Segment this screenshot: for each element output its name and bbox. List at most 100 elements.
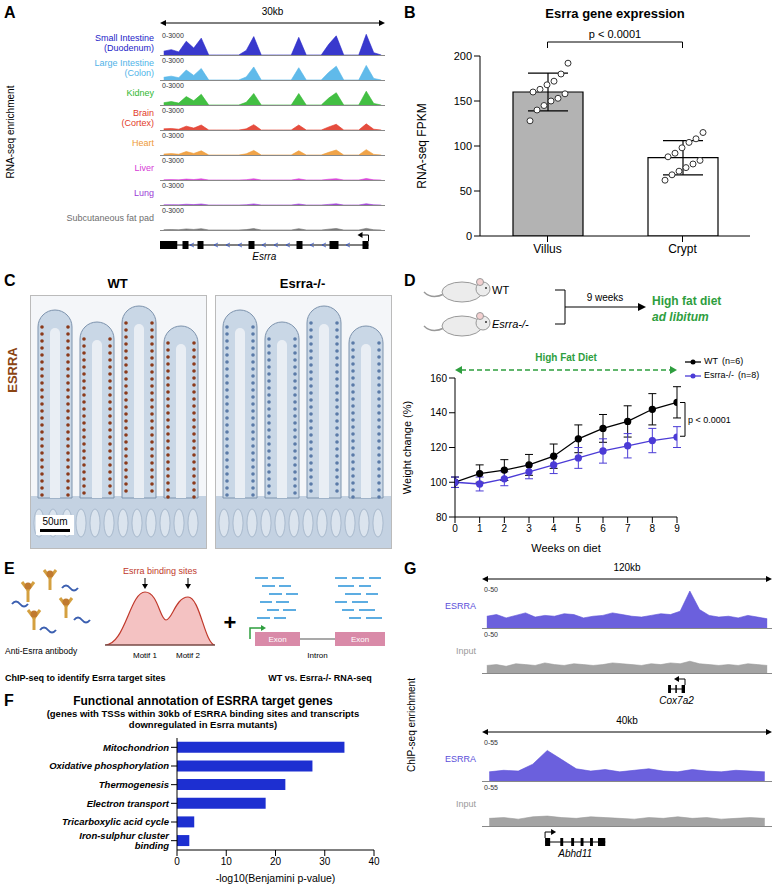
- svg-text:160: 160: [430, 373, 447, 384]
- html-text:0-3000: 0-3000: [162, 82, 184, 89]
- svg-text:Weight change (%): Weight change (%): [401, 401, 413, 494]
- html-text:Esrra-/-: Esrra-/-: [279, 276, 326, 291]
- svg-text:50: 50: [460, 185, 472, 197]
- svg-text:ChIP-seq enrichment: ChIP-seq enrichment: [406, 678, 417, 772]
- html-text:ESRRA: ESRRA: [445, 754, 476, 764]
- svg-text:Esrra binding sites: Esrra binding sites: [123, 566, 198, 576]
- html-text:Large Intestine: Large Intestine: [94, 57, 154, 68]
- svg-text:Exon: Exon: [268, 635, 286, 644]
- svg-text:0: 0: [466, 230, 472, 242]
- html-text:Input: Input: [456, 799, 476, 809]
- svg-text:100: 100: [454, 140, 472, 152]
- svg-text:6: 6: [600, 523, 606, 534]
- svg-text:9: 9: [674, 523, 680, 534]
- html-text:0-3000: 0-3000: [162, 57, 184, 64]
- svg-text:2: 2: [502, 523, 508, 534]
- html-text:0-3000: 0-3000: [162, 107, 184, 114]
- html-text:(genes with TSSs within 30kb o: (genes with TSSs within 30kb of ESRRA bi…: [46, 708, 360, 730]
- svg-text:9 weeks: 9 weeks: [587, 292, 624, 303]
- html-text:Functional annotation of ESRRA: Functional annotation of ESRRA target ge…: [73, 694, 333, 708]
- html-text:Input: Input: [456, 646, 476, 656]
- html-text:Heart: Heart: [132, 137, 154, 148]
- svg-text:4: 4: [551, 523, 557, 534]
- html-text:Abhd11: Abhd11: [558, 848, 592, 859]
- html-text:(n=8): (n=8): [738, 370, 760, 380]
- svg-text:Intron: Intron: [307, 651, 327, 660]
- html-text:Esrra gene expression: Esrra gene expression: [545, 6, 685, 21]
- html-text:0-3000: 0-3000: [162, 32, 184, 39]
- svg-text:Electron transport: Electron transport: [87, 798, 170, 809]
- html-text:E: E: [4, 560, 15, 577]
- svg-text:+: +: [224, 610, 237, 635]
- html-text:Esrra: Esrra: [252, 251, 277, 262]
- svg-text:Villus: Villus: [533, 242, 561, 256]
- svg-text:WT vs. Esrra-/- RNA-seq: WT vs. Esrra-/- RNA-seq: [268, 673, 372, 683]
- svg-text:120: 120: [430, 442, 447, 453]
- svg-text:ad libitum: ad libitum: [652, 310, 709, 324]
- html-text:Small Intestine: Small Intestine: [95, 32, 154, 43]
- html-text:Esrra-/-: Esrra-/-: [704, 370, 734, 380]
- svg-text:ChIP-seq to identify Esrra tar: ChIP-seq to identify Esrra target sites: [5, 673, 166, 683]
- svg-text:7: 7: [625, 523, 631, 534]
- html-text:WT: WT: [107, 276, 128, 291]
- html-text:ESRRA: ESRRA: [445, 601, 476, 611]
- svg-text:3: 3: [526, 523, 532, 534]
- svg-text:RNA-seq enrichment: RNA-seq enrichment: [5, 85, 16, 178]
- html-text:Lung: Lung: [134, 187, 154, 198]
- svg-text:High fat diet: High fat diet: [652, 294, 721, 308]
- html-text:Cox7a2: Cox7a2: [659, 695, 694, 706]
- html-text:40kb: 40kb: [616, 715, 638, 726]
- svg-text:150: 150: [454, 95, 472, 107]
- html-text:p < 0.0001: p < 0.0001: [588, 28, 642, 40]
- html-text:Kidney: Kidney: [126, 87, 154, 98]
- html-text:G: G: [404, 560, 417, 577]
- html-text:(Colon): (Colon): [124, 67, 154, 78]
- html-text:WT: WT: [704, 356, 718, 366]
- svg-text:30: 30: [319, 856, 331, 867]
- html-text:B: B: [404, 4, 416, 21]
- svg-text:140: 140: [430, 407, 447, 418]
- svg-text:ESRRA: ESRRA: [5, 347, 20, 393]
- svg-text:Iron-sulphur clusterbinding: Iron-sulphur clusterbinding: [79, 830, 170, 851]
- svg-text:100: 100: [430, 477, 447, 488]
- html-text:Liver: Liver: [134, 162, 154, 173]
- svg-text:40: 40: [368, 856, 380, 867]
- svg-text:Tricarboxylic acid cycle: Tricarboxylic acid cycle: [62, 816, 170, 827]
- svg-text:20: 20: [270, 856, 282, 867]
- svg-text:5: 5: [576, 523, 582, 534]
- svg-text:Exon: Exon: [351, 635, 369, 644]
- svg-text:Crypt: Crypt: [668, 242, 697, 256]
- html-text:High Fat Diet: High Fat Diet: [535, 352, 597, 363]
- svg-text:0: 0: [452, 523, 458, 534]
- svg-text:0: 0: [174, 856, 180, 867]
- svg-text:Weeks on diet: Weeks on diet: [531, 542, 601, 554]
- svg-text:200: 200: [454, 50, 472, 62]
- svg-text:8: 8: [650, 523, 656, 534]
- html-text:A: A: [4, 4, 16, 21]
- html-text:Brain: Brain: [133, 107, 154, 118]
- html-text:F: F: [4, 692, 14, 709]
- svg-text:WT: WT: [492, 284, 509, 296]
- svg-text:Motif 2: Motif 2: [176, 651, 201, 660]
- svg-text:80: 80: [436, 512, 448, 523]
- html-text:Subcutaneous fat pad: Subcutaneous fat pad: [66, 212, 154, 223]
- html-text:50um: 50um: [42, 516, 68, 527]
- html-text:120kb: 120kb: [613, 562, 641, 573]
- html-text:(Cortex): (Cortex): [121, 117, 154, 128]
- svg-text:10: 10: [221, 856, 233, 867]
- svg-text:Esrra-/-: Esrra-/-: [492, 318, 529, 330]
- html-text:(Duodenum): (Duodenum): [104, 42, 154, 53]
- svg-text:Anti-Esrra antibody: Anti-Esrra antibody: [5, 646, 78, 656]
- svg-text:Mitochondrion: Mitochondrion: [103, 742, 169, 753]
- html-text:p < 0.0001: p < 0.0001: [688, 414, 731, 425]
- svg-text:Oxidative phosphorylation: Oxidative phosphorylation: [49, 760, 169, 771]
- svg-text:-log10(Benjamini p-value): -log10(Benjamini p-value): [216, 872, 336, 884]
- html-text:D: D: [404, 272, 416, 289]
- svg-text:Motif 1: Motif 1: [133, 651, 158, 660]
- svg-text:Thermogenesis: Thermogenesis: [99, 779, 169, 790]
- svg-text:1: 1: [477, 523, 483, 534]
- html-text:(n=6): (n=6): [722, 356, 744, 366]
- html-text:C: C: [4, 272, 16, 289]
- html-text:30kb: 30kb: [261, 6, 284, 17]
- svg-text:RNA-seq FPKM: RNA-seq FPKM: [415, 103, 429, 188]
